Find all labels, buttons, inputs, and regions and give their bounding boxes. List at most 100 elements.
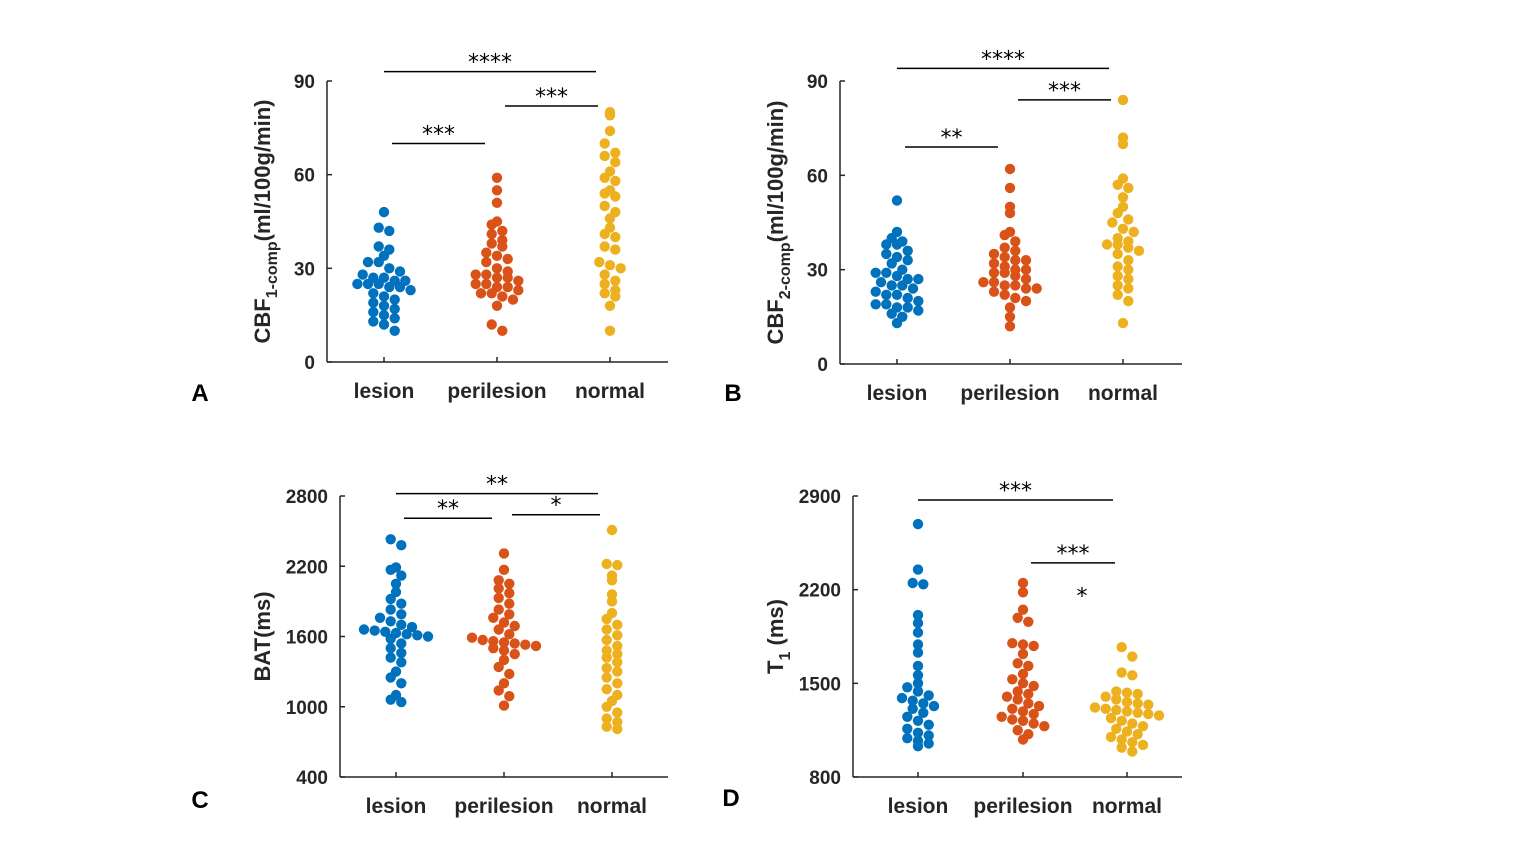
data-point-normal [606,575,618,586]
data-point-lesion [394,281,406,293]
data-point-perilesion [504,691,515,702]
data-point-normal [601,634,612,646]
data-point-lesion [385,643,396,654]
data-point-perilesion [498,637,510,648]
y-axis-label: CBF1-comp(ml/100g/min) [250,100,281,344]
data-point-lesion [378,310,390,321]
data-point-perilesion [1028,680,1039,692]
data-point-lesion [368,297,379,308]
data-point-perilesion [493,624,504,635]
data-point-normal [1123,264,1134,275]
data-point-lesion [396,657,407,668]
data-point-perilesion [1007,674,1018,685]
data-point-perilesion [1028,708,1039,720]
data-point-lesion [891,270,903,282]
data-point-lesion [368,306,379,318]
data-point-perilesion [1039,721,1050,732]
data-point-normal [1127,670,1138,681]
data-point-lesion [897,280,908,291]
data-point-perilesion [507,294,519,305]
data-point-normal [615,263,626,274]
y-tick-label: 90 [294,72,315,93]
data-point-perilesion [477,634,488,646]
significance-label: **** [468,51,512,76]
data-point-perilesion [486,219,497,230]
data-point-normal [1100,691,1111,702]
data-point-lesion [912,564,924,575]
data-point-normal [1117,94,1129,106]
data-point-perilesion [466,632,478,643]
data-point-normal [1100,703,1111,714]
data-point-perilesion [1004,182,1016,194]
data-point-normal [604,325,616,336]
data-point-perilesion [988,277,1000,288]
data-point-lesion [881,267,892,278]
data-point-normal [601,721,612,732]
data-point-perilesion [1017,648,1029,660]
data-point-perilesion [481,247,492,258]
data-point-perilesion [493,592,504,604]
data-point-perilesion [502,253,513,265]
data-point-lesion [912,660,924,672]
data-point-normal [606,524,618,536]
data-point-normal [599,150,610,162]
significance-label: *** [1057,542,1090,567]
data-point-normal [1111,686,1122,697]
data-point-normal [1123,242,1134,253]
data-point-lesion [373,222,384,233]
data-point-perilesion [493,575,504,586]
data-point-lesion [912,741,924,752]
significance-label: ** [486,473,508,498]
data-point-perilesion [509,648,520,660]
data-point-normal [1132,698,1143,709]
data-point-lesion [389,294,400,305]
data-point-normal [1112,248,1123,260]
data-point-lesion [896,692,908,704]
data-point-normal [1121,726,1133,737]
data-point-normal [612,648,623,660]
data-point-lesion [891,195,903,206]
data-point-perilesion [491,197,503,208]
data-point-lesion [912,609,924,621]
data-point-perilesion [504,588,515,599]
chart-panel-d: 800 1500 2200 2900 lesion perilesion normal T1 … [722,479,1182,818]
chart-panel-a: 0 30 60 90 lesion perilesion normal CBF1-comp(m… [191,51,668,407]
data-point-normal [612,559,623,571]
data-point-perilesion [493,661,504,673]
data-point-lesion [396,609,407,620]
category-label-perilesion: perilesion [960,382,1059,405]
data-point-lesion [368,288,379,299]
data-point-lesion [385,534,396,545]
data-point-normal [599,269,610,280]
data-point-normal [604,213,616,224]
data-point-lesion [913,305,924,316]
data-point-lesion [902,733,913,744]
significance-label: ** [941,126,963,151]
data-point-perilesion [996,711,1007,722]
data-point-normal [1089,702,1101,713]
data-point-lesion [907,695,918,706]
data-point-normal [610,275,621,286]
data-point-normal [1116,667,1127,678]
data-point-lesion [385,633,396,644]
data-point-perilesion [491,185,503,196]
data-point-perilesion [1020,283,1032,294]
data-point-lesion [918,579,929,590]
data-point-lesion [362,256,374,268]
y-tick-label: 30 [807,261,828,282]
data-point-perilesion [1012,694,1023,705]
data-point-perilesion [520,639,531,650]
data-point-normal [1123,255,1134,266]
y-tick-label: 1000 [286,698,328,719]
data-point-lesion [396,678,407,689]
data-point-perilesion [1010,280,1021,291]
data-point-perilesion [497,241,508,252]
data-point-normal [610,147,621,158]
data-point-normal [610,157,621,168]
data-point-perilesion [1020,255,1032,266]
data-point-lesion [875,277,887,288]
data-point-perilesion [493,685,504,696]
data-point-perilesion [1001,691,1013,702]
data-point-perilesion [999,229,1010,241]
data-point-lesion [362,278,374,290]
